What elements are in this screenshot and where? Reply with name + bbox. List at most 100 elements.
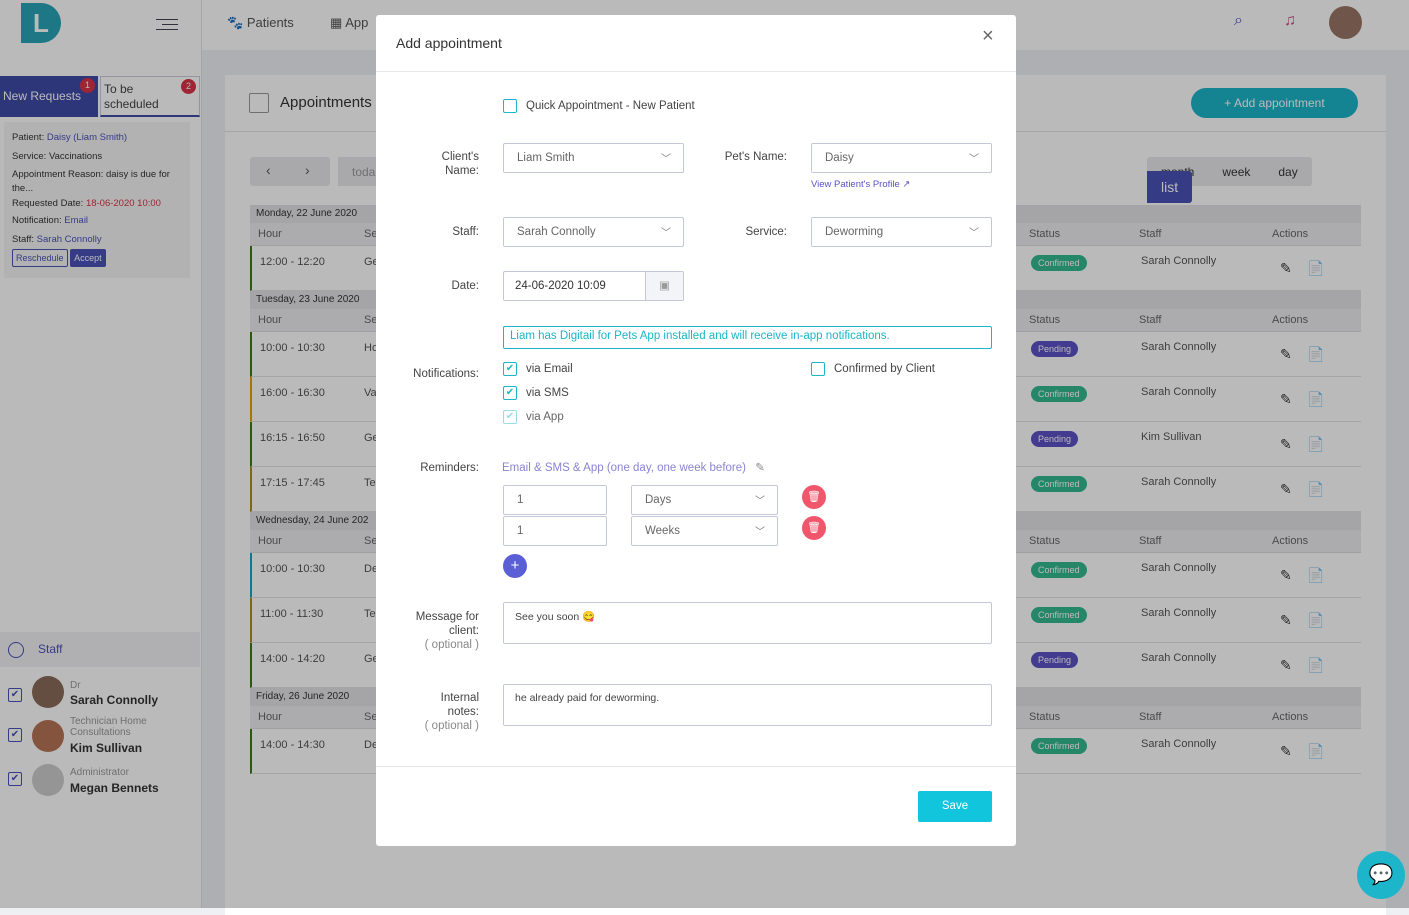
edit-icon[interactable]: ✎ [1280, 612, 1292, 628]
prev-button[interactable]: ‹ [266, 162, 271, 178]
staff-role: Dr [70, 680, 81, 691]
next-button[interactable]: › [305, 162, 310, 178]
notes-textarea[interactable]: he already paid for deworming. [503, 684, 992, 726]
reminder-unit-select[interactable]: Weeks ﹀ [631, 516, 778, 546]
service-cell: De [364, 739, 379, 751]
column-header-status: Status [1029, 535, 1061, 547]
pet-select[interactable]: Daisy ﹀ [811, 143, 992, 173]
tab-to-be-scheduled[interactable]: To be scheduled 2 [100, 76, 200, 117]
add-reminder-button[interactable]: + [503, 554, 527, 578]
chat-button[interactable]: 💬 [1357, 851, 1405, 899]
hour-cell: 10:00 - 10:30 [260, 342, 325, 354]
divider [376, 71, 1016, 72]
edit-icon[interactable]: ✎ [1280, 391, 1292, 407]
confirmed-by-client-checkbox[interactable] [811, 362, 825, 376]
staff-item[interactable]: ✔ Dr Sarah Connolly [8, 676, 198, 726]
via-sms-checkbox[interactable]: ✔ [503, 386, 517, 400]
menu-toggle-icon[interactable] [156, 15, 178, 34]
staff-cell: Sarah Connolly [1141, 562, 1217, 574]
hour-cell: 16:15 - 16:50 [260, 432, 325, 444]
reminders-summary: Email & SMS & App (one day, one week bef… [502, 462, 765, 474]
hour-cell: 14:00 - 14:20 [260, 653, 325, 665]
staff-cell: Sarah Connolly [1141, 476, 1217, 488]
add-document-icon[interactable]: 📄 [1307, 391, 1325, 407]
today-button[interactable]: toda [338, 157, 378, 186]
via-email-checkbox[interactable]: ✔ [503, 362, 517, 376]
column-header-hour: Hour [258, 535, 282, 547]
edit-icon[interactable]: ✎ [1280, 260, 1292, 276]
staff-select[interactable]: Sarah Connolly ﹀ [503, 217, 684, 247]
tab-new-requests[interactable]: New Requests 1 [0, 76, 98, 117]
view-day[interactable]: day [1278, 165, 1298, 179]
nav-patients[interactable]: 🐾 Patients [227, 15, 294, 31]
calendar-icon[interactable]: ▣ [645, 272, 683, 300]
checkbox-checked[interactable]: ✔ [8, 688, 22, 702]
edit-icon[interactable]: ✎ [1280, 657, 1292, 673]
view-patient-profile-link[interactable]: View Patient's Profile ↗ [811, 179, 911, 190]
service-cell: Va [364, 387, 377, 399]
service-cell: Te [364, 477, 376, 489]
staff-link[interactable]: Sarah Connolly [36, 234, 102, 245]
save-button[interactable]: Save [918, 791, 992, 822]
label: Appointment Reason: [12, 169, 104, 180]
external-link-icon: ↗ [902, 179, 911, 190]
staff-section-header[interactable]: Staff [0, 632, 200, 667]
close-icon[interactable]: × [982, 25, 994, 47]
column-header-status: Status [1029, 228, 1061, 240]
add-document-icon[interactable]: 📄 [1307, 612, 1325, 628]
view-list[interactable]: list [1147, 171, 1193, 203]
bell-icon[interactable]: ♫ [1284, 12, 1296, 29]
reminder-value-input[interactable]: 1 [503, 485, 607, 515]
trash-icon[interactable]: 🗑 [802, 485, 826, 509]
hour-cell: 16:00 - 16:30 [260, 387, 325, 399]
add-document-icon[interactable]: 📄 [1307, 743, 1325, 759]
add-document-icon[interactable]: 📄 [1307, 436, 1325, 452]
client-select[interactable]: Liam Smith ﹀ [503, 143, 684, 173]
nav-appointments[interactable]: ▦ App [330, 15, 368, 31]
tab-label: New Requests [3, 89, 82, 103]
edit-icon[interactable]: ✎ [1280, 436, 1292, 452]
patient-link[interactable]: Daisy (Liam Smith) [46, 132, 128, 143]
via-app-checkbox[interactable]: ✔ [503, 410, 517, 424]
edit-icon[interactable]: ✎ [1280, 481, 1292, 497]
status-badge: Confirmed [1031, 255, 1087, 271]
message-textarea[interactable]: See you soon 😋 [503, 602, 992, 644]
via-sms-label: via SMS [526, 387, 569, 399]
status-badge: Confirmed [1031, 476, 1087, 492]
edit-icon[interactable]: ✎ [1280, 567, 1292, 583]
label: Staff: [12, 234, 35, 245]
avatar [32, 676, 64, 708]
edit-icon[interactable]: ✎ [755, 462, 765, 474]
staff-item[interactable]: ✔ Technician Home Consultations Kim Sulliv… [8, 716, 198, 766]
column-header-actions: Actions [1272, 228, 1309, 240]
add-document-icon[interactable]: 📄 [1307, 657, 1325, 673]
reminder-value-input[interactable]: 1 [503, 516, 607, 546]
date-input[interactable]: 24-06-2020 10:09 ▣ [503, 271, 684, 301]
checkbox-checked[interactable]: ✔ [8, 728, 22, 742]
staff-title: Staff [38, 642, 63, 657]
add-document-icon[interactable]: 📄 [1307, 481, 1325, 497]
service-value: Vaccinations [48, 151, 103, 162]
quick-appointment-checkbox[interactable] [503, 99, 517, 113]
staff-item[interactable]: ✔ Administrator Megan Bennets [8, 764, 198, 814]
view-week[interactable]: week [1222, 165, 1251, 179]
status-badge: Pending [1031, 652, 1079, 668]
add-appointment-button[interactable]: + Add appointment [1191, 88, 1358, 118]
edit-icon[interactable]: ✎ [1280, 346, 1292, 362]
trash-icon[interactable]: 🗑 [802, 516, 826, 540]
add-document-icon[interactable]: 📄 [1307, 346, 1325, 362]
logo[interactable]: L [21, 3, 61, 43]
tab-label: To be scheduled [104, 82, 159, 111]
edit-icon[interactable]: ✎ [1280, 743, 1292, 759]
service-select[interactable]: Deworming ﹀ [811, 217, 992, 247]
status-badge: Confirmed [1031, 607, 1087, 623]
add-document-icon[interactable]: 📄 [1307, 567, 1325, 583]
accept-button[interactable]: Accept [70, 249, 106, 267]
reminder-unit-select[interactable]: Days ﹀ [631, 485, 778, 515]
checkbox-checked[interactable]: ✔ [8, 772, 22, 786]
search-icon[interactable]: ⌕ [1234, 12, 1243, 29]
user-avatar[interactable] [1329, 6, 1362, 39]
label: Requested Date: [12, 198, 84, 209]
reschedule-button[interactable]: Reschedule [12, 249, 68, 267]
add-document-icon[interactable]: 📄 [1307, 260, 1325, 276]
